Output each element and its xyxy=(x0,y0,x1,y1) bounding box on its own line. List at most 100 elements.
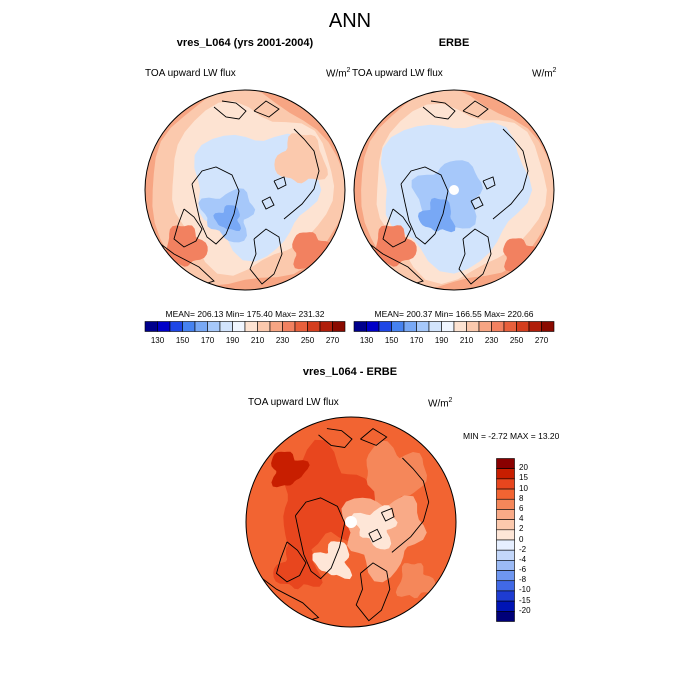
panel2-variable-label: TOA upward LW flux xyxy=(352,68,443,79)
panel1-polar-map xyxy=(144,89,346,291)
panel3-colorbar-box xyxy=(496,549,515,561)
panel1-coastline xyxy=(249,228,283,285)
panel1-colorbar-box xyxy=(182,321,196,332)
panel1-colorbar-tick-label: 150 xyxy=(175,336,190,345)
panel2-coastline xyxy=(482,176,496,190)
panel1-colorbar-box xyxy=(269,321,283,332)
panel3-coastline xyxy=(294,497,346,580)
panel2-title: ERBE xyxy=(438,37,470,49)
panel3-variable-label: TOA upward LW flux xyxy=(248,397,339,408)
panel3-missing-data xyxy=(345,516,357,528)
panel2-colorbar-box xyxy=(478,321,492,332)
panel3-contour-region xyxy=(350,505,398,550)
panel1-contour-region xyxy=(274,133,328,184)
panel3-contour-region xyxy=(366,440,427,514)
panel3-stats: MIN = -2.72 MAX = 13.20 xyxy=(463,431,560,441)
panel3-colorbar-tick-label: -2 xyxy=(519,544,527,554)
main-title: ANN xyxy=(328,10,372,32)
panel1-colorbar-box xyxy=(307,321,321,332)
panel2-colorbar-box xyxy=(378,321,392,332)
panel2-colorbar-box xyxy=(491,321,505,332)
panel3-colorbar-box xyxy=(496,611,515,622)
panel3-colorbar-box xyxy=(496,519,515,531)
panel3-colorbar-tick-label: 0 xyxy=(519,534,524,544)
panel2-colorbar-tick-label: 270 xyxy=(534,336,549,345)
panel3-colorbar-box xyxy=(496,539,515,551)
panel1-colorbar-box xyxy=(282,321,296,332)
panel3-contour-region xyxy=(311,541,353,580)
panel2-colorbar-tick-label: 250 xyxy=(509,336,524,345)
panel1-title: vres_L064 (yrs 2001-2004) xyxy=(176,37,314,49)
panel2-coastline xyxy=(422,100,456,120)
panel3-coastline xyxy=(318,428,353,448)
panel2-colorbar-box xyxy=(541,321,555,332)
panel2-missing-data xyxy=(449,185,459,195)
panel1-colorbar-box xyxy=(169,321,183,332)
panel2-colorbar-box xyxy=(441,321,455,332)
panel1-colorbar-tick-label: 230 xyxy=(275,336,290,345)
panel3-map-boundary xyxy=(245,416,457,628)
panel2-colorbar-box xyxy=(416,321,430,332)
panel3-coastline xyxy=(380,507,395,522)
panel3-colorbar-tick-label: -4 xyxy=(519,554,527,564)
panel1-colorbar-tick-label: 210 xyxy=(250,336,265,345)
panel1-colorbar xyxy=(144,321,346,332)
panel3-colorbar-box xyxy=(496,529,515,541)
panel1-colorbar-box xyxy=(144,321,158,332)
panel2-coastline xyxy=(462,100,489,118)
panel3-coastline xyxy=(368,528,383,543)
panel1-coastline xyxy=(213,100,247,120)
panel2-colorbar-box xyxy=(466,321,480,332)
panel2-colorbar-box xyxy=(453,321,467,332)
panel1-colorbar-box xyxy=(244,321,258,332)
panel1-variable-label: TOA upward LW flux xyxy=(145,68,236,79)
panel3-contour-region xyxy=(271,451,310,488)
panel2-colorbar-box xyxy=(391,321,405,332)
panel1-colorbar-tick-label: 270 xyxy=(325,336,340,345)
panel1-colorbar-tick-label: 250 xyxy=(300,336,315,345)
panel3-colorbar xyxy=(496,458,515,622)
panel3-polar-map xyxy=(245,416,457,628)
panel2-stats: MEAN= 200.37 Min= 166.55 Max= 220.66 xyxy=(374,309,534,319)
panel1-units: W/m2 xyxy=(326,67,351,80)
panel3-colorbar-tick-label: 6 xyxy=(519,503,524,513)
panel3-coastline xyxy=(391,457,430,553)
panel1-colorbar-tick-label: 190 xyxy=(225,336,240,345)
panel3-colorbar-box xyxy=(496,590,515,602)
panel1-colorbar-tick-label: 130 xyxy=(150,336,165,345)
panel2-colorbar-tick-label: 150 xyxy=(384,336,399,345)
panel3-colorbar-box xyxy=(496,478,515,490)
panel3-colorbar-box xyxy=(496,509,515,520)
panel3-colorbar-tick-label: 4 xyxy=(519,514,524,524)
panel3-coastline xyxy=(275,541,307,583)
panel1-colorbar-box xyxy=(294,321,308,332)
panel2-polar-map xyxy=(353,89,555,291)
panel1-colorbar-box xyxy=(194,321,208,332)
panel2-colorbar-tick-label: 210 xyxy=(459,336,474,345)
panel3-title: vres_L064 - ERBE xyxy=(302,366,398,378)
panel2-coastline xyxy=(470,196,484,210)
panel3-colorbar-tick-label: 2 xyxy=(519,524,524,534)
panel3-units: W/m2 xyxy=(428,397,453,410)
panel3-colorbar-tick-label: 15 xyxy=(519,473,528,483)
panel3-contour-region xyxy=(273,544,323,590)
panel2-colorbar-box xyxy=(528,321,542,332)
panel3-colorbar-box xyxy=(496,560,515,571)
panel1-colorbar-box xyxy=(207,321,221,332)
panel2-colorbar-box xyxy=(428,321,442,332)
panel2-coastline xyxy=(400,166,449,245)
panel1-colorbar-box xyxy=(232,321,246,332)
panel3-colorbar-box xyxy=(496,458,515,469)
panel1-colorbar-tick-label: 170 xyxy=(200,336,215,345)
panel1-coastline xyxy=(273,176,287,190)
panel1-coastline xyxy=(173,208,203,248)
panel1-coastline xyxy=(283,128,320,220)
panel2-colorbar-tick-label: 230 xyxy=(484,336,499,345)
panel2-coastline xyxy=(492,128,529,220)
panel1-coastline xyxy=(191,166,240,245)
panel3-colorbar-tick-label: -6 xyxy=(519,565,527,575)
panel2-units: W/m2 xyxy=(532,67,557,80)
panel1-stats: MEAN= 206.13 Min= 175.40 Max= 231.32 xyxy=(165,309,325,319)
panel2-colorbar-box xyxy=(403,321,417,332)
panel3-colorbar-box xyxy=(496,580,515,592)
